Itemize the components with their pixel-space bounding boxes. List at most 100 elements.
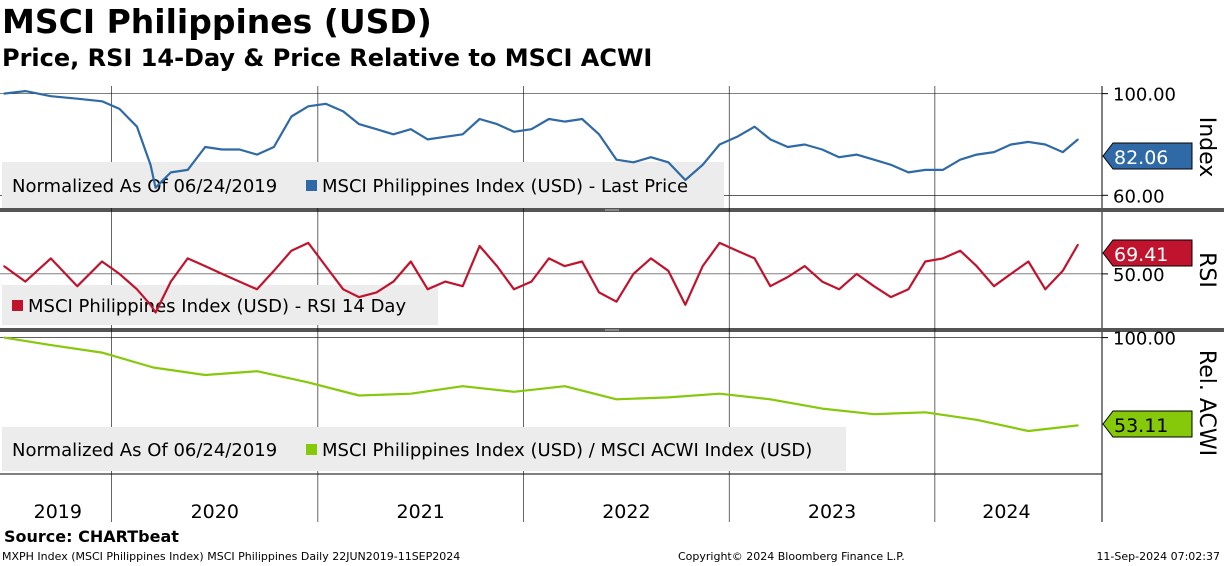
data-point — [410, 392, 412, 395]
data-point — [803, 143, 806, 146]
data-point — [444, 136, 447, 138]
data-point — [136, 288, 138, 291]
data-point — [461, 285, 464, 288]
data-point — [221, 148, 223, 151]
data-point — [118, 273, 121, 275]
legend-box — [2, 427, 846, 471]
y-tick-label: 100.00 — [1113, 329, 1176, 350]
data-point — [718, 143, 721, 146]
data-point — [101, 260, 103, 263]
data-point — [342, 110, 345, 113]
data-point — [1044, 143, 1047, 146]
data-point — [718, 242, 721, 244]
data-point — [632, 273, 635, 275]
axis-title: Rel. ACWI — [1194, 350, 1219, 456]
data-point — [667, 161, 670, 164]
data-point — [50, 257, 52, 260]
data-point — [154, 311, 157, 314]
data-point — [632, 161, 635, 164]
axis-title: Index — [1194, 117, 1219, 178]
data-point — [959, 158, 961, 161]
data-point — [907, 171, 910, 174]
chart-title: MSCI Philippines (USD) — [2, 2, 432, 41]
data-point — [375, 128, 378, 130]
footer-timestamp: 11-Sep-2024 07:02:37 — [1096, 550, 1220, 563]
data-point — [149, 164, 152, 166]
data-point — [598, 291, 600, 294]
data-point — [615, 300, 618, 303]
data-point — [736, 249, 738, 252]
data-point — [975, 153, 978, 156]
data-point — [684, 304, 687, 306]
data-point — [530, 128, 533, 130]
data-point — [24, 280, 27, 283]
data-point — [563, 265, 566, 267]
legend-series-label: MSCI Philippines Index (USD) - Last Pric… — [322, 176, 688, 197]
last-value-badge — [1102, 142, 1193, 170]
data-point — [924, 169, 927, 171]
data-point — [307, 105, 310, 108]
last-value-label: 69.41 — [1114, 244, 1168, 266]
legend-series-label: MSCI Philippines Index (USD) / MSCI ACWI… — [322, 440, 812, 461]
data-point — [496, 265, 498, 267]
data-point — [581, 118, 583, 120]
data-point — [410, 260, 412, 263]
x-year-label: 2024 — [982, 501, 1030, 523]
data-point — [170, 171, 172, 174]
data-point — [324, 103, 327, 105]
data-point — [152, 366, 155, 369]
data-point — [993, 151, 995, 153]
chart-subtitle: Price, RSI 14-Day & Price Relative to MS… — [2, 44, 653, 72]
legend-series-label: MSCI Philippines Index (USD) - RSI 14 Da… — [28, 296, 406, 317]
data-point — [873, 285, 875, 288]
data-point — [1010, 143, 1012, 146]
x-year-label: 2021 — [397, 501, 445, 523]
data-point — [650, 156, 652, 158]
data-point — [392, 280, 395, 283]
data-point — [238, 280, 241, 283]
data-point — [3, 265, 5, 267]
data-point — [256, 370, 258, 373]
data-point — [186, 257, 189, 260]
data-point — [118, 108, 121, 110]
data-point — [136, 125, 138, 128]
footer-copyright: Copyright© 2024 Bloomberg Finance L.P. — [678, 550, 905, 563]
data-point — [803, 265, 806, 267]
data-point — [513, 131, 515, 133]
data-point — [563, 120, 566, 123]
data-point — [821, 148, 823, 151]
y-tick-label: 60.00 — [1113, 186, 1165, 207]
data-point — [615, 158, 618, 161]
legend: Normalized As Of 06/24/2019 MSCI Philippi… — [2, 162, 724, 208]
data-point — [3, 92, 5, 95]
data-point — [1027, 141, 1030, 143]
data-point — [787, 146, 789, 148]
data-point — [924, 260, 927, 263]
data-point — [753, 125, 756, 128]
data-point — [392, 133, 395, 136]
data-point — [548, 257, 550, 260]
data-point — [76, 285, 79, 288]
data-point — [581, 260, 583, 263]
data-point — [324, 265, 327, 267]
data-point — [667, 270, 670, 272]
legend-swatch — [306, 180, 317, 191]
data-point — [1077, 424, 1079, 427]
data-point — [942, 257, 944, 260]
data-point — [256, 153, 258, 156]
data-point — [769, 285, 772, 288]
data-point — [924, 411, 927, 414]
legend-box — [2, 162, 724, 208]
legend-box — [2, 285, 438, 325]
last-value-label: 82.06 — [1114, 147, 1168, 169]
data-point — [290, 115, 293, 118]
last-value-badge — [1102, 239, 1193, 267]
y-tick-label: 50.00 — [1113, 265, 1165, 286]
data-point — [1077, 138, 1079, 141]
data-point — [238, 148, 241, 151]
data-point — [615, 398, 618, 401]
series-line-relative — [3, 336, 1079, 433]
data-point — [76, 97, 79, 100]
data-point — [170, 280, 172, 283]
